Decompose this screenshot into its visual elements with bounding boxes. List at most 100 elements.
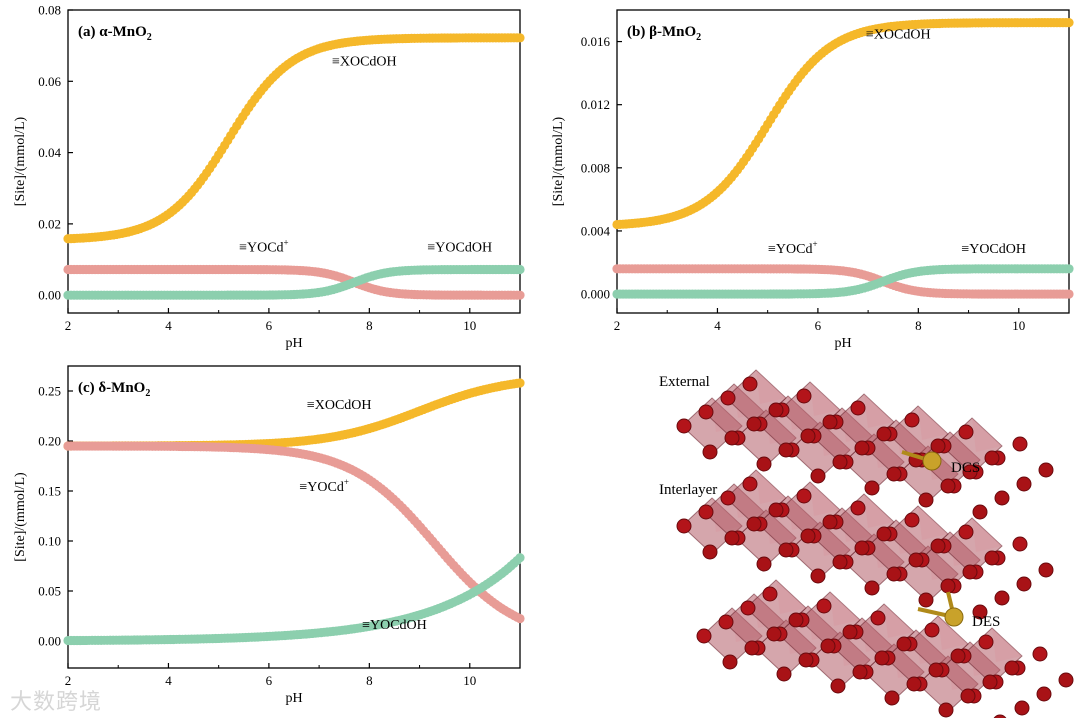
oxygen-atom: [906, 676, 922, 692]
oxygen-atom: [742, 476, 758, 492]
panel-a-point-xocdoh: [515, 33, 525, 43]
panel-a-xlabel: pH: [285, 336, 302, 351]
oxygen-atom: [722, 654, 738, 670]
oxygen-atom: [788, 612, 804, 628]
panel-c-xtick-label: 2: [65, 673, 72, 688]
panel-c-ytick-label: 0.20: [38, 434, 61, 449]
octahedron-highlight: [756, 370, 786, 404]
oxygen-atom: [886, 466, 902, 482]
panel-a-series-label: ≡YOCdOH: [427, 241, 492, 256]
oxygen-atom: [1038, 462, 1054, 478]
oxygen-atom: [994, 490, 1010, 506]
oxygen-atom: [928, 662, 944, 678]
panel-a-series-xocdoh: [63, 33, 525, 244]
bottom-layer: [696, 579, 1074, 718]
oxygen-atom: [864, 580, 880, 596]
panel-c-ytick-label: 0.25: [38, 384, 61, 399]
oxygen-atom: [1032, 646, 1048, 662]
oxygen-atom: [676, 418, 692, 434]
panel-c-series-label: ≡YOCdOH: [362, 618, 427, 633]
oxygen-atom: [884, 690, 900, 706]
panel-c-series-label: ≡YOCd+: [299, 477, 349, 495]
oxygen-atom: [876, 526, 892, 542]
panel-b-series-label-sup: +: [812, 239, 817, 249]
oxygen-atom: [930, 538, 946, 554]
oxygen-atom: [852, 664, 868, 680]
oxygen-atom: [832, 554, 848, 570]
panel-c-point-yocdoh: [515, 553, 525, 563]
octahedron-highlight: [972, 418, 1002, 452]
panel-a-series-label: ≡YOCd+: [239, 238, 289, 256]
oxygen-atom: [918, 592, 934, 608]
panel-b-chart: 2 4 6 8 10 0.000 0.004 0.008 0.012 0.016 pH [Site]/…: [551, 9, 1074, 351]
panel-b-xlabel: pH: [834, 336, 851, 351]
panel-c-title-subscript: 2: [145, 388, 150, 399]
panel-b-point-yocd: [1064, 289, 1074, 299]
octahedron-highlight: [884, 604, 914, 638]
oxygen-atom: [742, 376, 758, 392]
oxygen-atom: [800, 528, 816, 544]
oxygen-atom: [740, 600, 756, 616]
panel-a-xtick-label: 2: [65, 318, 72, 333]
oxygen-atom: [1016, 476, 1032, 492]
oxygen-atom: [982, 674, 998, 690]
oxygen-atom: [940, 578, 956, 594]
panel-a-series-yocdoh: [63, 264, 525, 300]
oxygen-atom: [744, 640, 760, 656]
oxygen-atom: [962, 564, 978, 580]
external-label: External: [659, 374, 710, 390]
panel-c-frame: [67, 365, 521, 669]
watermark-text: 大数跨境: [10, 690, 103, 715]
panel-b-xtick-label: 6: [815, 318, 822, 333]
oxygen-atom: [994, 590, 1010, 606]
panel-c-xlabel: pH: [285, 691, 302, 706]
oxygen-atom: [720, 490, 736, 506]
dcs-cd-atom: [922, 451, 942, 471]
mno2-layer-structure: External Interlayer DCS DES: [659, 369, 1074, 718]
panel-a-series-yocd: [63, 264, 525, 300]
octahedron-highlight: [776, 580, 806, 614]
oxygen-atom: [984, 450, 1000, 466]
panel-c-ytick-label: 0.00: [38, 634, 61, 649]
oxygen-atom: [904, 512, 920, 528]
oxygen-atom: [842, 624, 858, 640]
oxygen-atom: [864, 480, 880, 496]
oxygen-atom: [816, 598, 832, 614]
oxygen-atom: [1012, 536, 1028, 552]
panel-a-ytick-label: 0.02: [38, 216, 61, 231]
oxygen-atom: [756, 556, 772, 572]
oxygen-atom: [962, 464, 978, 480]
panel-b-ylabel: [Site]/(mmol/L): [551, 116, 566, 206]
oxygen-atom: [800, 428, 816, 444]
oxygen-atom: [940, 478, 956, 494]
oxygen-atom: [886, 566, 902, 582]
octahedron-highlight: [756, 470, 786, 504]
panel-c-xtick-label: 8: [366, 673, 373, 688]
oxygen-atom: [972, 604, 988, 620]
panel-c-xtick-label: 10: [463, 673, 476, 688]
panel-a-point-yocdoh: [515, 264, 525, 275]
panel-b-point-xocdoh: [1064, 18, 1074, 28]
oxygen-atom: [960, 688, 976, 704]
panel-a-xtick-label: 4: [165, 318, 172, 333]
oxygen-atom: [993, 714, 1007, 718]
octahedron-highlight: [918, 506, 948, 540]
panel-b-series-label: ≡YOCd+: [768, 239, 818, 257]
oxygen-atom: [724, 430, 740, 446]
panel-b-series-yocd: [612, 264, 1074, 299]
panel-a-xtick-label: 10: [463, 318, 476, 333]
panel-c-xtick-label: 6: [266, 673, 273, 688]
oxygen-atom: [768, 402, 784, 418]
oxygen-atom: [950, 648, 966, 664]
oxygen-atom: [798, 652, 814, 668]
panel-b-xtick-label: 8: [915, 318, 922, 333]
panel-b-title: (b) β-MnO2: [627, 24, 701, 43]
panel-a-frame: [67, 9, 521, 314]
oxygen-atom: [718, 614, 734, 630]
panel-a-ytick-label: 0.06: [38, 74, 61, 89]
octahedron-highlight: [810, 382, 840, 416]
oxygen-atom: [896, 636, 912, 652]
panel-b-frame: [616, 9, 1070, 314]
oxygen-atom: [904, 412, 920, 428]
oxygen-atom: [746, 516, 762, 532]
